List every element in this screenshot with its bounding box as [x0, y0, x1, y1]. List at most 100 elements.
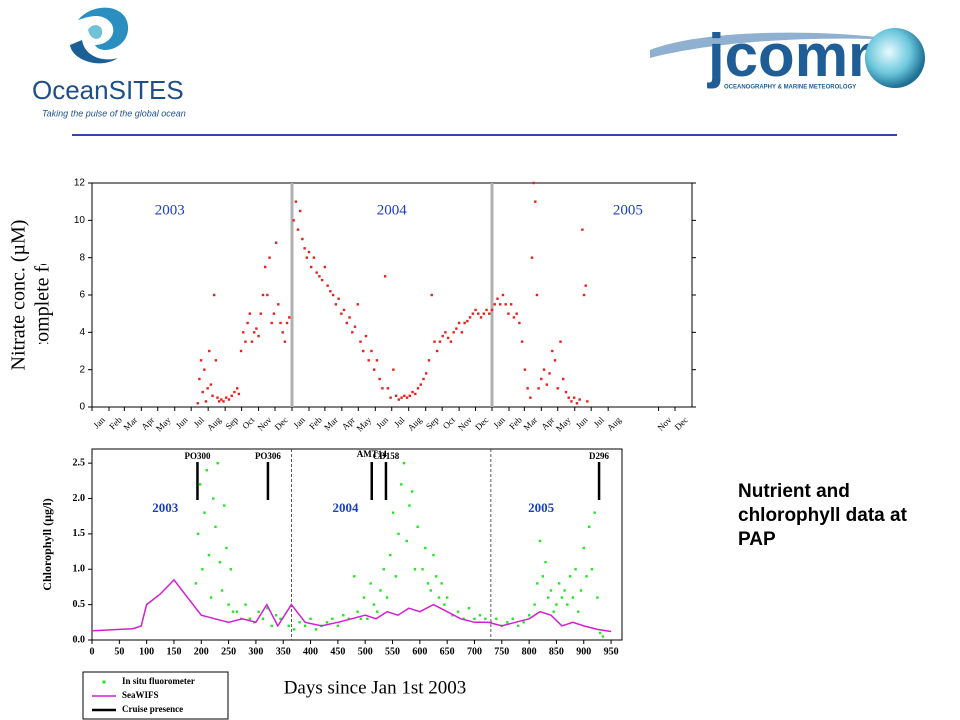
point [261, 293, 265, 297]
point [266, 293, 269, 297]
point [392, 368, 395, 371]
point [252, 331, 256, 334]
point [239, 349, 243, 353]
point [520, 340, 524, 343]
x-tick-label: Jun [374, 414, 390, 430]
point [551, 349, 554, 353]
point [456, 610, 460, 613]
point [425, 372, 428, 375]
point [598, 631, 602, 635]
year-label: 2004 [333, 500, 360, 515]
point [499, 303, 502, 306]
x-tick-label: Nov [255, 414, 273, 432]
point [455, 327, 458, 330]
point [477, 312, 480, 315]
point [303, 624, 307, 628]
x-tick-label: 850 [549, 646, 564, 657]
x-tick-label: Jul [192, 414, 207, 429]
point [427, 359, 431, 362]
point [582, 293, 586, 297]
y-tick-label: 2.0 [73, 493, 86, 504]
point [212, 497, 215, 500]
point [334, 303, 338, 306]
point [263, 265, 267, 269]
point [231, 610, 235, 613]
point [342, 308, 346, 312]
point [527, 614, 531, 617]
point [212, 293, 216, 297]
y-tick-label: 10 [74, 215, 86, 226]
y-tick-label: 0.0 [73, 634, 86, 645]
logo-tagline: OCEANOGRAPHY & MARINE METEOROLOGY [724, 85, 856, 91]
x-tick-label: Oct [240, 414, 257, 431]
point [389, 396, 392, 399]
point [400, 396, 403, 399]
point [283, 340, 287, 343]
x-tick-label: Apr [539, 415, 556, 432]
point [555, 603, 558, 606]
point [542, 368, 546, 371]
point [584, 284, 587, 287]
point [340, 312, 343, 315]
point [596, 596, 599, 599]
point [413, 568, 417, 571]
point [292, 628, 296, 631]
year-label: 2003 [155, 202, 185, 218]
line [91, 578, 612, 633]
point [518, 321, 521, 325]
x-tick-label: 450 [330, 646, 345, 657]
point [482, 312, 485, 315]
point [237, 392, 241, 396]
point [206, 387, 209, 390]
x-tick-label: Oct [441, 414, 458, 431]
legend: In situ fluorometer SeaWIFS Cruise presenc… [82, 671, 229, 720]
point [268, 256, 271, 259]
point [345, 321, 348, 325]
point [545, 383, 548, 386]
point [385, 596, 389, 599]
point [493, 303, 496, 306]
oceansites-logo: OceanSITES Taking the pulse of the globa… [32, 7, 186, 118]
point [227, 398, 231, 401]
x-tick-label: Sep [424, 414, 441, 431]
x-tick-label: Jan [91, 414, 107, 430]
point [391, 511, 395, 514]
y-tick-label: 1.5 [73, 528, 86, 539]
x-tick-label: 600 [412, 646, 427, 657]
point [257, 334, 260, 338]
point [209, 383, 213, 386]
point [590, 568, 594, 571]
point [244, 340, 247, 343]
point [379, 589, 382, 592]
point [309, 265, 313, 269]
point [315, 271, 318, 274]
year-label: 2005 [613, 202, 643, 218]
point [362, 349, 365, 353]
point [408, 394, 412, 397]
x-tick-label: 550 [385, 646, 400, 657]
point [408, 504, 411, 507]
point [281, 331, 284, 334]
point [485, 308, 488, 312]
point [353, 575, 356, 578]
point [372, 368, 376, 371]
x-tick-label: Jan [491, 414, 507, 430]
point [564, 390, 568, 394]
point [211, 394, 214, 397]
point [223, 504, 226, 507]
point [574, 568, 577, 571]
point [307, 250, 311, 254]
point [220, 589, 224, 592]
point [209, 596, 213, 599]
logo-globe [865, 28, 925, 88]
point [318, 275, 321, 278]
point [538, 539, 542, 543]
point [422, 377, 425, 381]
point [203, 368, 206, 371]
x-tick-label: Aug [605, 414, 623, 432]
cruise-label: CD158 [373, 451, 400, 461]
point [495, 617, 498, 620]
point [544, 560, 547, 564]
point [549, 589, 553, 592]
point [437, 596, 441, 599]
